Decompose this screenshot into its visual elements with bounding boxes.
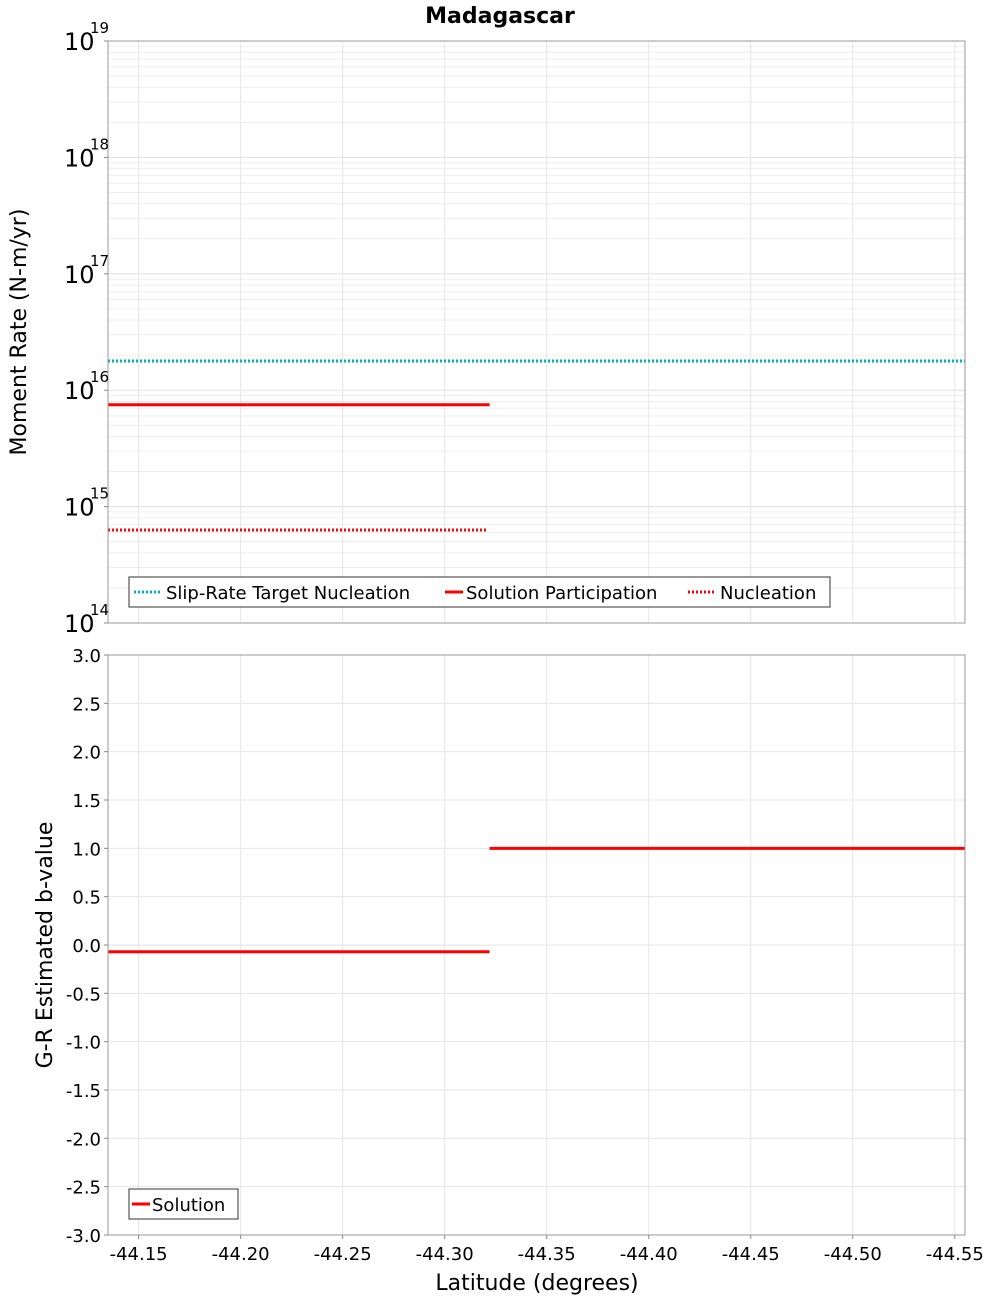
top-y-tick-label-exp: 19 [90, 19, 109, 37]
top-grid [108, 41, 965, 624]
chart-title: Madagascar [425, 4, 575, 29]
x-tick-label: -44.35 [518, 1244, 576, 1265]
x-axis-label: Latitude (degrees) [435, 1271, 638, 1296]
top-y-tick-label-exp: 14 [90, 601, 109, 619]
top-y-tick-label-base: 10 [64, 377, 95, 405]
bottom-y-tick-label: -2.0 [66, 1129, 101, 1150]
legend-label-solution-participation: Solution Participation [466, 583, 657, 604]
x-tick-label: -44.40 [620, 1244, 678, 1265]
bottom-y-tick-label: -0.5 [66, 984, 101, 1005]
x-tick-label: -44.20 [212, 1244, 270, 1265]
bottom-y-ticks: -3.0 -2.5 -2.0 -1.5 -1.0 -0.5 0.0 0.5 1.0 1.5 2.0 2… [66, 646, 108, 1247]
top-y-axis-label: Moment Rate (N-m/yr) [7, 209, 32, 456]
bottom-y-tick-label: 2.0 [72, 743, 101, 764]
x-tick-label: -44.15 [110, 1244, 168, 1265]
bottom-y-tick-label: 3.0 [72, 646, 101, 667]
top-y-tick-label-base: 10 [64, 610, 95, 638]
legend-label-slip-rate: Slip-Rate Target Nucleation [166, 583, 410, 604]
bottom-y-tick-label: -1.5 [66, 1081, 101, 1102]
bottom-grid [108, 654, 965, 1236]
x-tick-label: -44.30 [416, 1244, 474, 1265]
bottom-y-tick-label: -3.0 [66, 1226, 101, 1247]
x-tick-label: -44.55 [926, 1244, 984, 1265]
top-series [108, 359, 965, 532]
bottom-y-axis-label: G-R Estimated b-value [33, 822, 58, 1069]
top-y-tick-label-base: 10 [64, 144, 95, 172]
top-y-tick-label-base: 10 [64, 494, 95, 522]
x-tick-label: -44.25 [314, 1244, 372, 1265]
legend-label-solution: Solution [152, 1195, 225, 1216]
top-y-tick-label-exp: 17 [90, 252, 109, 270]
bottom-y-tick-label: 1.5 [72, 791, 101, 812]
bottom-series [108, 846, 965, 954]
top-y-tick-label-exp: 16 [90, 368, 109, 386]
top-y-tick-label-base: 10 [64, 28, 95, 56]
top-y-tick-label-exp: 18 [90, 135, 109, 153]
top-legend: Slip-Rate Target Nucleation Solution Par… [128, 576, 831, 608]
top-y-tick-label-exp: 15 [90, 485, 109, 503]
x-ticks: -44.15 -44.20 -44.25 -44.30 -44.35 -44.40 -44.… [110, 1235, 984, 1265]
bottom-y-tick-label: -2.5 [66, 1178, 101, 1199]
bottom-y-tick-label: 2.5 [72, 694, 101, 715]
b-value-panel: -3.0 -2.5 -2.0 -1.5 -1.0 -0.5 0.0 0.5 1.0 1.5 2.0 2… [33, 646, 984, 1296]
top-y-tick-label-base: 10 [64, 261, 95, 289]
top-plot-frame [107, 40, 966, 624]
bottom-y-tick-label: 0.0 [72, 936, 101, 957]
x-tick-label: -44.50 [824, 1244, 882, 1265]
x-tick-label: -44.45 [722, 1244, 780, 1265]
bottom-legend: Solution [128, 1188, 239, 1220]
bottom-y-tick-label: 0.5 [72, 888, 101, 909]
bottom-y-tick-label: -1.0 [66, 1033, 101, 1054]
bottom-y-tick-label: 1.0 [72, 839, 101, 860]
legend-label-nucleation: Nucleation [720, 583, 816, 604]
